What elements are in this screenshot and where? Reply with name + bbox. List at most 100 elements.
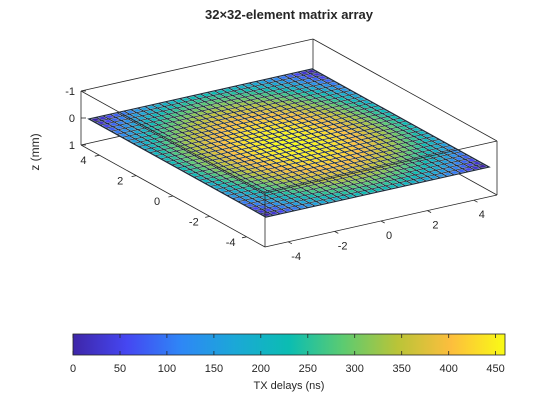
array-element (320, 169, 331, 174)
array-element (337, 178, 347, 183)
array-element (300, 131, 311, 135)
array-element (316, 140, 327, 144)
array-element (316, 118, 327, 123)
array-element (197, 106, 208, 111)
array-element (421, 176, 432, 181)
array-element (202, 131, 213, 136)
array-element (115, 120, 126, 125)
array-element (289, 206, 300, 211)
array-element (184, 169, 195, 174)
array-element (328, 163, 339, 168)
array-element (349, 180, 360, 184)
array-element (358, 109, 369, 114)
array-element (402, 133, 413, 138)
array-element (424, 146, 435, 150)
array-element (228, 91, 239, 96)
array-element (323, 160, 334, 164)
array-element (224, 186, 235, 191)
array-element (166, 122, 177, 126)
array-element (266, 155, 277, 160)
array-element (250, 185, 261, 189)
array-element (329, 141, 340, 146)
array-element (231, 185, 242, 189)
array-element (345, 150, 356, 155)
array-element (409, 132, 420, 136)
array-element (246, 95, 257, 100)
array-element (264, 78, 275, 83)
array-element (251, 98, 262, 103)
array-element (274, 171, 285, 175)
array-element (164, 109, 175, 114)
array-element (251, 163, 262, 168)
array-element (236, 85, 247, 89)
array-element (340, 104, 351, 109)
array-element (301, 169, 311, 174)
array-element (275, 85, 286, 89)
array-element (333, 106, 344, 111)
array-element (328, 103, 339, 108)
array-element (463, 167, 474, 172)
array-element (310, 77, 321, 81)
array-element (104, 114, 115, 119)
array-element (374, 161, 385, 166)
array-element (360, 186, 371, 190)
array-element (286, 91, 297, 95)
array-element (265, 160, 275, 165)
array-element (323, 117, 334, 121)
array-element (339, 169, 350, 174)
array-element (283, 143, 294, 148)
array-element (273, 132, 284, 137)
array-element (280, 109, 291, 114)
array-element (420, 159, 431, 164)
array-element (366, 146, 377, 150)
array-element (119, 128, 130, 133)
array-element (343, 117, 354, 121)
array-element (332, 132, 342, 137)
array-element (344, 155, 355, 160)
array-element (320, 87, 330, 92)
y-tick-label: -4 (291, 251, 301, 263)
array-element (279, 114, 290, 118)
array-element (306, 194, 317, 198)
array-element (148, 139, 159, 143)
array-element (314, 127, 324, 132)
array-element (293, 89, 304, 94)
array-element (281, 169, 292, 174)
array-element (308, 146, 319, 151)
array-element (213, 99, 223, 103)
array-element (206, 100, 216, 105)
array-element (377, 130, 388, 135)
array-element (273, 154, 284, 158)
array-element (209, 129, 220, 134)
array-element (289, 124, 299, 129)
array-element (310, 201, 321, 206)
array-element (390, 132, 401, 137)
colorbar-gradient (72, 333, 506, 356)
array-element (167, 100, 178, 105)
array-element (250, 82, 261, 86)
array-element (291, 158, 302, 163)
array-element (130, 113, 141, 117)
array-element (404, 129, 415, 133)
array-element (238, 183, 249, 188)
array-element (221, 114, 232, 119)
array-element (215, 132, 226, 137)
array-element (297, 97, 308, 101)
array-element (157, 133, 167, 137)
x-tick-mark (131, 175, 137, 177)
array-element (352, 192, 363, 197)
array-element (319, 109, 330, 114)
array-element (256, 85, 267, 89)
array-element (317, 75, 328, 80)
array-element (197, 128, 208, 133)
array-element (241, 195, 251, 200)
array-element (236, 149, 246, 154)
array-element (317, 157, 328, 161)
array-element (367, 103, 377, 107)
array-element (348, 141, 359, 146)
array-element (248, 151, 259, 155)
array-element (262, 126, 273, 131)
array-element (292, 197, 303, 201)
array-element (365, 107, 376, 112)
array-element (362, 160, 373, 164)
